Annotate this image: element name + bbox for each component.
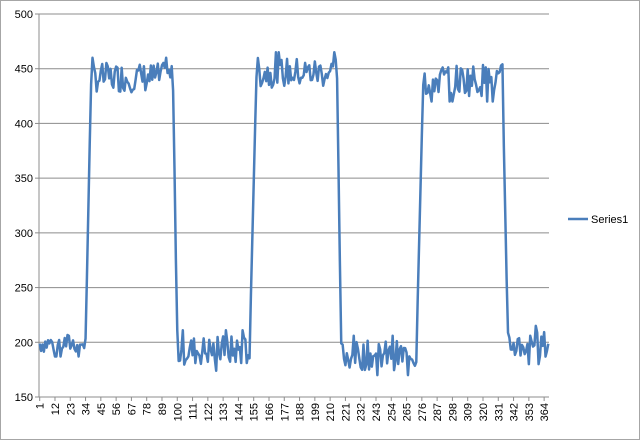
y-tick-label: 400	[15, 118, 33, 130]
series-line-series1	[38, 51, 550, 377]
x-tick-label: 144	[233, 403, 245, 421]
y-tick-label: 200	[15, 337, 33, 349]
x-tick-label: 232	[356, 403, 368, 421]
gridlines	[39, 13, 549, 343]
x-tick-label: 254	[386, 403, 398, 421]
x-tick-label: 56	[111, 403, 123, 415]
x-tick-label: 67	[126, 403, 138, 415]
x-tick-label: 320	[478, 403, 490, 421]
y-tick-label: 150	[15, 392, 33, 404]
x-tick-label: 188	[295, 403, 307, 421]
x-tick-label: 122	[203, 403, 215, 421]
x-tick-label: 331	[493, 403, 505, 421]
x-tick-label: 78	[142, 403, 154, 415]
x-tick-label: 210	[325, 403, 337, 421]
x-tick-label: 276	[417, 403, 429, 421]
series-layer	[38, 51, 550, 377]
axes	[38, 14, 549, 398]
x-tick-label: 89	[157, 403, 169, 415]
x-tick-label: 298	[447, 403, 459, 421]
x-tick-label: 177	[279, 403, 291, 421]
x-tick-label: 1	[35, 403, 47, 409]
y-tick-label: 450	[15, 64, 33, 76]
x-tick-label: 23	[65, 403, 77, 415]
x-tick-label: 12	[50, 403, 62, 415]
x-tick-label: 287	[432, 403, 444, 421]
y-tick-label: 500	[15, 9, 33, 21]
x-tick-label: 243	[371, 403, 383, 421]
x-tick-label: 111	[188, 403, 200, 420]
legend-label-series1: Series1	[591, 214, 628, 226]
x-tick-label: 265	[402, 403, 414, 421]
x-tick-label: 155	[249, 403, 261, 421]
legend: Series1	[568, 214, 628, 226]
x-tick-label: 309	[463, 403, 475, 421]
x-tick-label: 199	[310, 403, 322, 421]
y-tick-label: 250	[15, 283, 33, 295]
x-tick-label: 133	[218, 403, 230, 421]
y-tick-label: 300	[15, 228, 33, 240]
x-tick-label: 34	[81, 403, 93, 415]
x-tick-label: 353	[524, 403, 536, 421]
x-tick-label: 342	[509, 403, 521, 421]
x-tick-label: 221	[340, 403, 352, 421]
x-tick-label: 364	[539, 403, 551, 421]
y-tick-label: 350	[15, 173, 33, 185]
x-tick-label: 100	[172, 403, 184, 421]
x-axis-ticks: 1 12 23 34 45 56 67 78 89 100 111 122 133 144 155 166 17…	[35, 397, 551, 421]
x-tick-label: 45	[96, 403, 108, 415]
x-tick-label: 166	[264, 403, 276, 421]
y-axis-ticks: 150 200 250 300 350 400 450 500	[15, 9, 39, 404]
